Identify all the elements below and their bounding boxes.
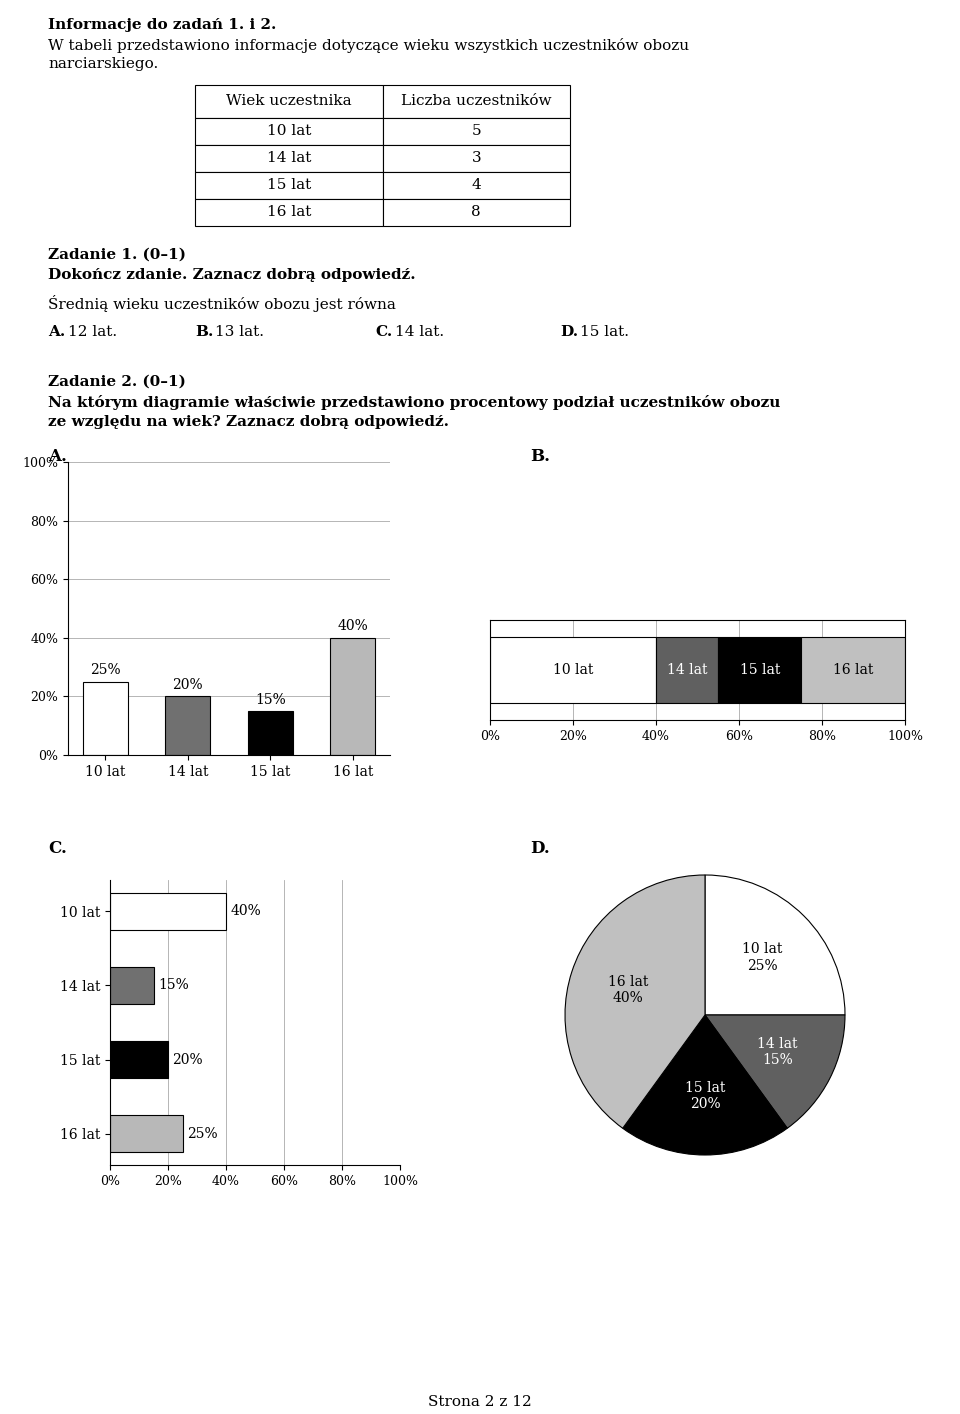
Text: D.: D. — [560, 325, 578, 339]
Bar — [110, 1041, 168, 1077]
Text: 12 lat.: 12 lat. — [68, 325, 117, 339]
Text: 14 lat
15%: 14 lat 15% — [757, 1036, 798, 1068]
Text: Zadanie 1. (0–1): Zadanie 1. (0–1) — [48, 247, 186, 262]
Text: 15 lat
20%: 15 lat 20% — [684, 1082, 725, 1111]
Text: 25%: 25% — [187, 1127, 218, 1141]
Bar — [330, 638, 375, 755]
Text: 40%: 40% — [230, 905, 261, 919]
Bar — [165, 697, 210, 755]
Bar — [83, 682, 128, 755]
Wedge shape — [705, 875, 845, 1015]
Text: A.: A. — [48, 448, 67, 465]
Bar — [718, 636, 802, 703]
Text: 20%: 20% — [173, 677, 204, 691]
Text: B.: B. — [195, 325, 213, 339]
Text: Dokończ zdanie. Zaznacz dobrą odpowiedź.: Dokończ zdanie. Zaznacz dobrą odpowiedź. — [48, 269, 416, 281]
Text: Strona 2 z 12: Strona 2 z 12 — [428, 1396, 532, 1408]
Text: 16 lat: 16 lat — [833, 663, 874, 677]
Text: 15%: 15% — [254, 693, 286, 707]
Text: A.: A. — [48, 325, 65, 339]
Text: Na którym diagramie właściwie przedstawiono procentowy podział uczestników obozu: Na którym diagramie właściwie przedstawi… — [48, 395, 780, 410]
Text: 20%: 20% — [173, 1052, 203, 1066]
Bar — [110, 967, 154, 1004]
Text: 10 lat: 10 lat — [553, 663, 593, 677]
Text: 40%: 40% — [337, 619, 368, 633]
Wedge shape — [705, 1015, 845, 1128]
Text: Średnią wieku uczestników obozu jest równa: Średnią wieku uczestników obozu jest rów… — [48, 296, 396, 312]
Text: 14 lat.: 14 lat. — [395, 325, 444, 339]
Text: 25%: 25% — [90, 663, 121, 677]
Bar — [490, 636, 656, 703]
Bar — [110, 1116, 182, 1152]
Wedge shape — [565, 875, 705, 1128]
Text: 10 lat
25%: 10 lat 25% — [742, 943, 782, 973]
Text: 13 lat.: 13 lat. — [215, 325, 264, 339]
Bar — [656, 636, 718, 703]
Text: C.: C. — [375, 325, 393, 339]
Text: W tabeli przedstawiono informacje dotyczące wieku wszystkich uczestników obozu: W tabeli przedstawiono informacje dotycz… — [48, 38, 689, 52]
Bar — [110, 894, 226, 930]
Text: 15 lat.: 15 lat. — [580, 325, 629, 339]
Wedge shape — [623, 1015, 787, 1155]
Text: Informacje do zadań 1. i 2.: Informacje do zadań 1. i 2. — [48, 18, 276, 33]
Bar — [802, 636, 905, 703]
Text: 15 lat: 15 lat — [739, 663, 780, 677]
Text: Zadanie 2. (0–1): Zadanie 2. (0–1) — [48, 375, 186, 389]
Text: 15%: 15% — [157, 978, 188, 993]
Text: 16 lat
40%: 16 lat 40% — [608, 974, 648, 1005]
Text: narciarskiego.: narciarskiego. — [48, 57, 158, 71]
Bar — [248, 711, 293, 755]
Text: C.: C. — [48, 840, 67, 857]
Text: D.: D. — [530, 840, 550, 857]
Text: ze względu na wiek? Zaznacz dobrą odpowiedź.: ze względu na wiek? Zaznacz dobrą odpowi… — [48, 414, 449, 428]
Text: B.: B. — [530, 448, 550, 465]
Text: 14 lat: 14 lat — [667, 663, 708, 677]
